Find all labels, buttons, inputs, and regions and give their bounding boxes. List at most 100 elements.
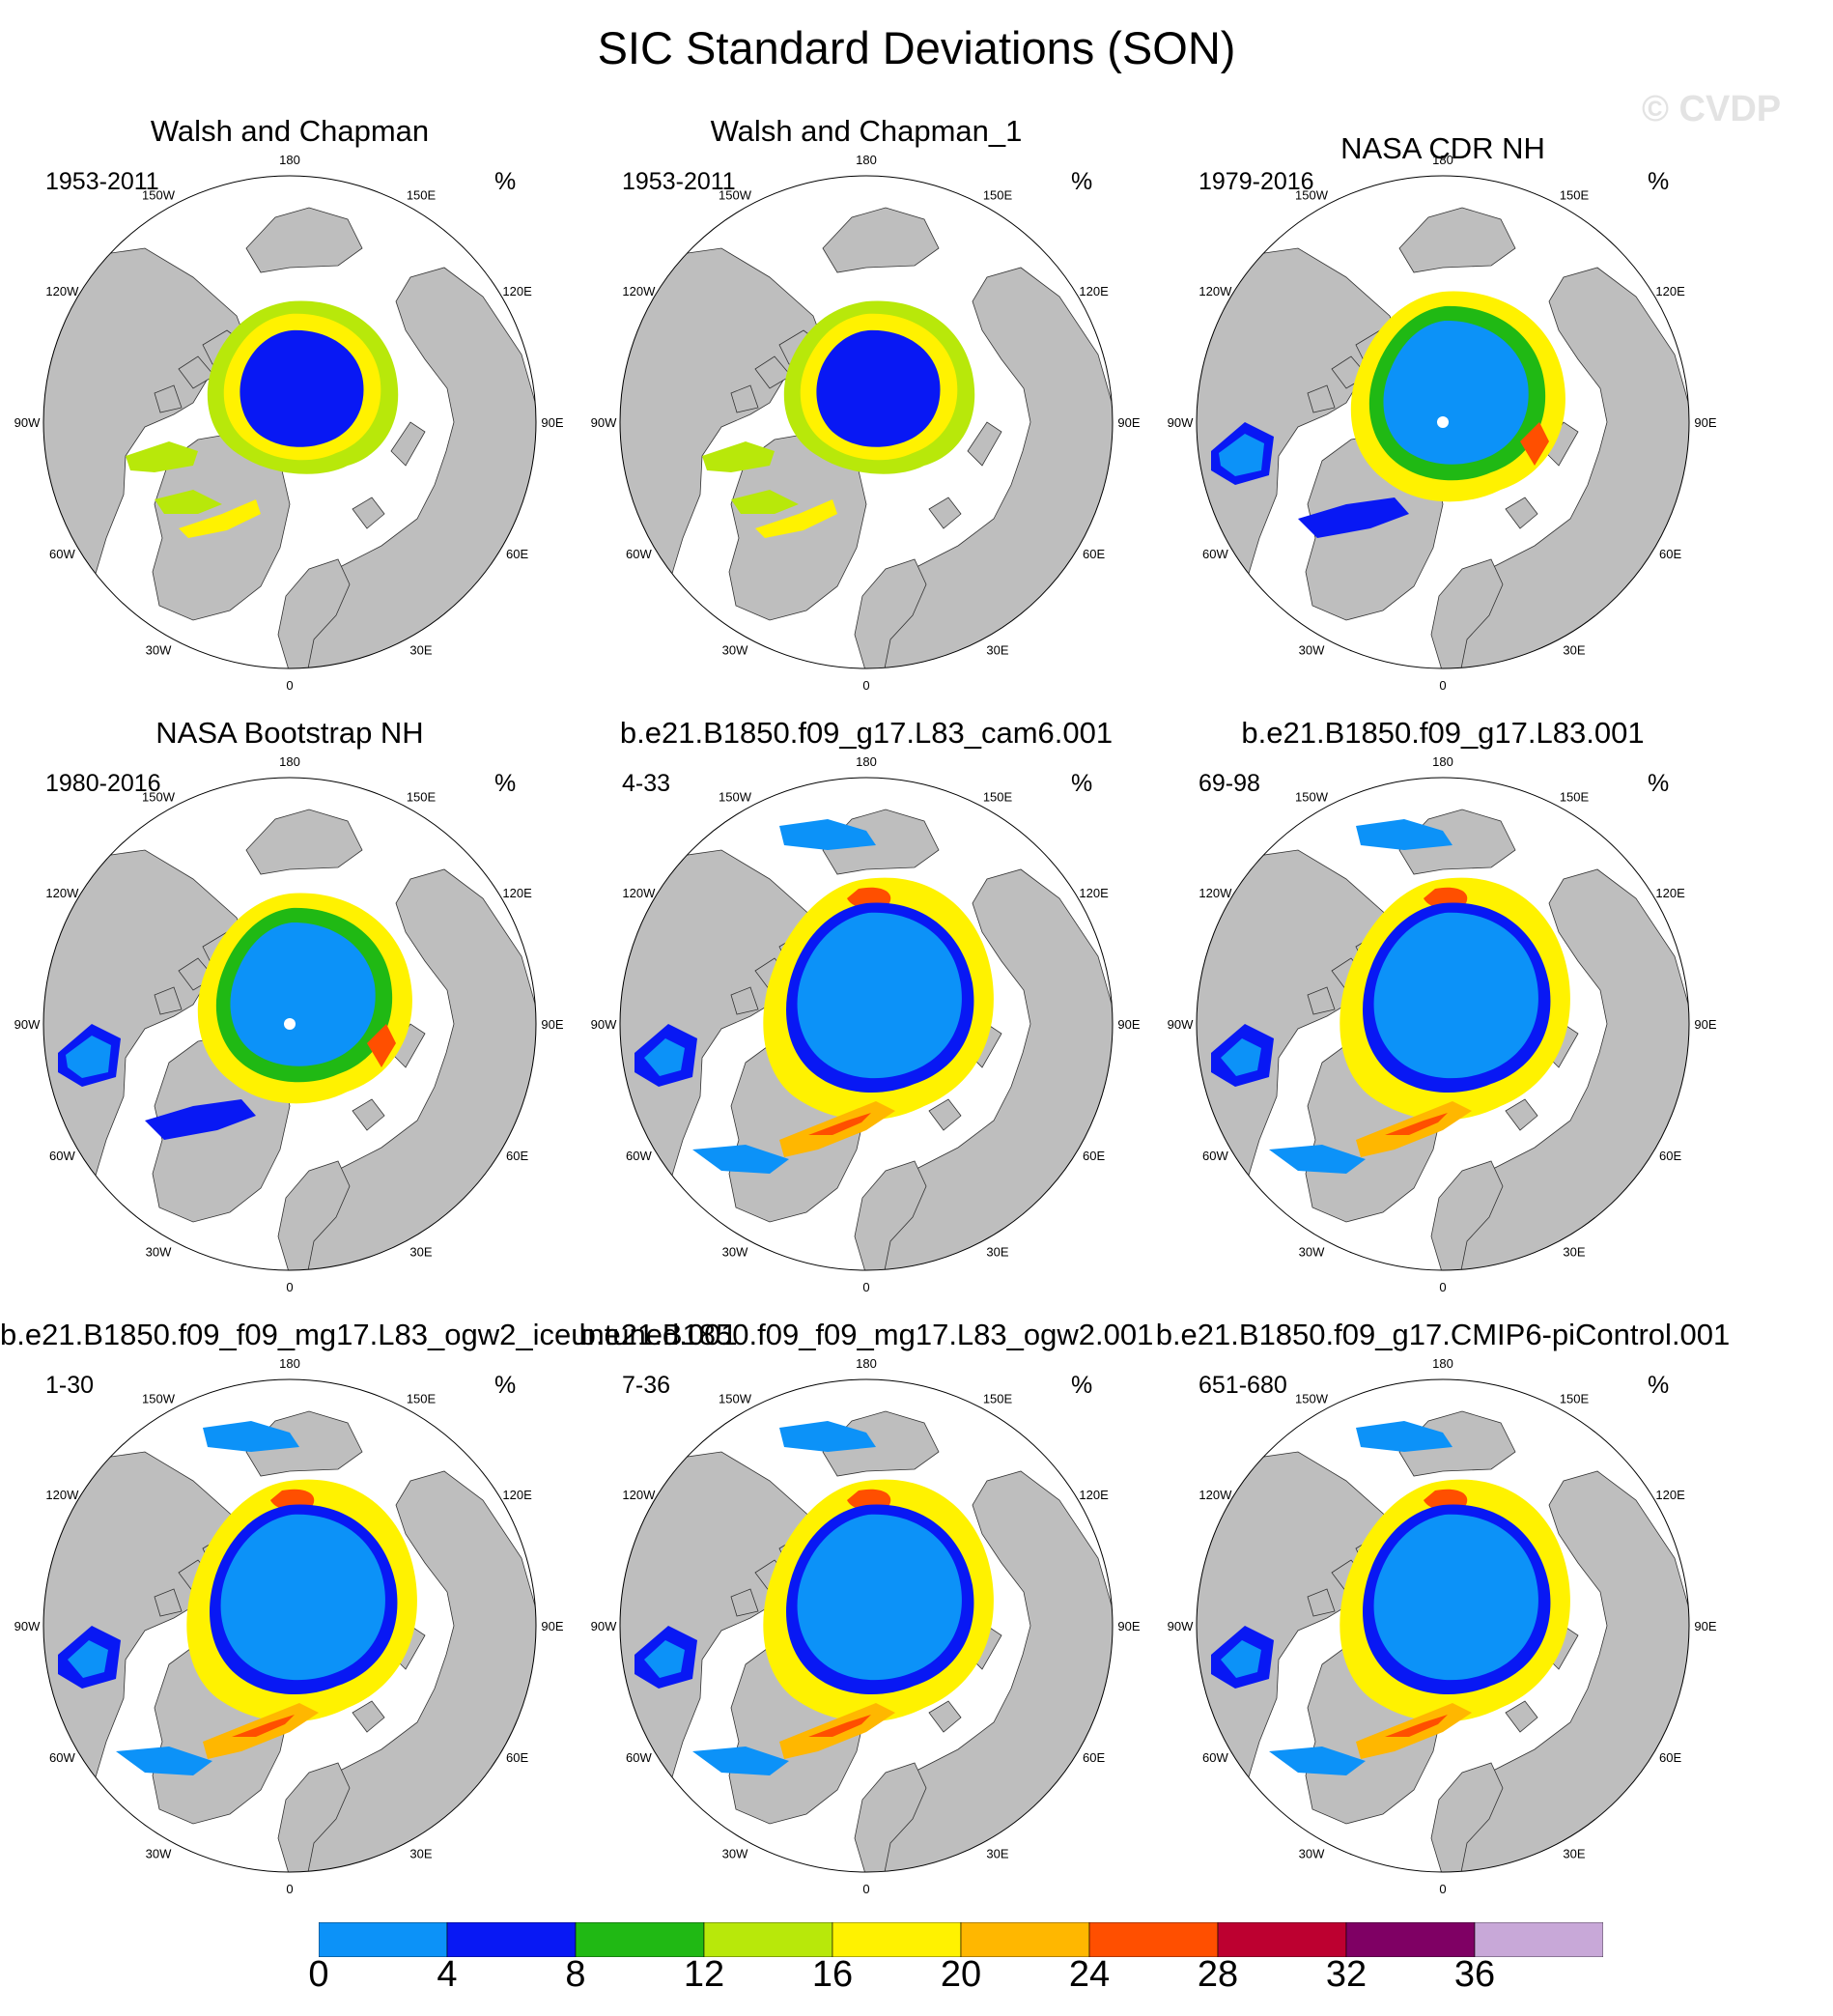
longitude-label: 60W — [1202, 1149, 1228, 1163]
panel-years: 1953-2011 — [45, 168, 159, 195]
longitude-label: 90E — [541, 415, 563, 430]
colorbar-tick-label: 36 — [1453, 1954, 1496, 1995]
longitude-label: 60W — [49, 547, 75, 561]
longitude-label: 150E — [1560, 187, 1590, 202]
panel-units: % — [494, 770, 517, 797]
colorbar-segment — [703, 1921, 833, 1958]
longitude-label: 90W — [14, 1017, 41, 1032]
longitude-label: 150E — [407, 1391, 437, 1406]
longitude-label: 60W — [49, 1750, 75, 1765]
longitude-label: 60W — [1202, 547, 1228, 561]
panel-title: NASA CDR NH — [1340, 131, 1545, 165]
longitude-label: 90W — [591, 1017, 617, 1032]
longitude-label: 90E — [1117, 1017, 1140, 1032]
colorbar-tick-label: 28 — [1197, 1954, 1239, 1995]
longitude-label: 60E — [506, 547, 528, 561]
colorbar-segment — [446, 1921, 577, 1958]
panel-years: 69-98 — [1198, 770, 1260, 797]
panel-years: 1980-2016 — [45, 770, 161, 797]
longitude-label: 120E — [1079, 886, 1109, 900]
longitude-label: 30E — [409, 1245, 432, 1260]
longitude-label: 90E — [541, 1619, 563, 1633]
panel-units: % — [494, 1372, 517, 1399]
colorbar-segment — [832, 1921, 962, 1958]
longitude-label: 120W — [622, 1488, 656, 1502]
longitude-label: 30E — [409, 643, 432, 658]
longitude-label: 30W — [146, 1245, 172, 1260]
colorbar-segment — [960, 1921, 1090, 1958]
polar-map: 180 150E 120E 90E 60E 30E 0 30W 60W 90W 120W 150W — [14, 754, 564, 1294]
longitude-label: 60W — [1202, 1750, 1228, 1765]
polar-map: 180 150E 120E 90E 60E 30E 0 30W 60W 90W 120W 150W — [591, 1356, 1141, 1896]
map-panel: b.e21.B1850.f09_g17.L83.001 69-98% 180 150E… — [1153, 602, 1733, 1294]
longitude-label: 90W — [14, 415, 41, 430]
map-panel: b.e21.B1850.f09_f09_mg17.L83_ogw2.001 7-3… — [577, 1204, 1156, 1896]
colorbar-tick-label: 8 — [565, 1954, 586, 1995]
longitude-label: 120E — [502, 886, 532, 900]
longitude-label: 120W — [1198, 284, 1232, 298]
longitude-label: 150W — [1295, 187, 1329, 202]
panel-years: 1953-2011 — [622, 168, 736, 195]
colorbar-tick-label: 4 — [437, 1954, 458, 1995]
longitude-label: 0 — [286, 1882, 293, 1896]
polar-map: 180 150E 120E 90E 60E 30E 0 30W 60W 90W 120W 150W — [591, 153, 1141, 693]
longitude-label: 120W — [1198, 886, 1232, 900]
colorbar-segment — [1217, 1921, 1347, 1958]
map-panel: b.e21.B1850.f09_g17.CMIP6-piControl.001 6… — [1153, 1204, 1733, 1896]
longitude-label: 120W — [45, 886, 79, 900]
longitude-label: 120W — [1198, 1488, 1232, 1502]
longitude-label: 90E — [541, 1017, 563, 1032]
longitude-label: 30W — [146, 643, 172, 658]
map-panel: Walsh and Chapman 1953-2011% 180 150E 120E 90… — [0, 0, 579, 693]
longitude-label: 120W — [45, 1488, 79, 1502]
colorbar-segment — [1345, 1921, 1476, 1958]
longitude-label: 30W — [722, 1245, 748, 1260]
longitude-label: 120E — [1079, 284, 1109, 298]
longitude-label: 180 — [856, 153, 877, 167]
longitude-label: 60E — [1083, 547, 1105, 561]
polar-map: 180 150E 120E 90E 60E 30E 0 30W 60W 90W 120W 150W — [14, 153, 564, 693]
colorbar-tick-label: 32 — [1325, 1954, 1368, 1995]
longitude-label: 30E — [1563, 643, 1585, 658]
map-panel: NASA Bootstrap NH 1980-2016% 180 150E 120E 90… — [0, 602, 579, 1294]
longitude-label: 30E — [986, 643, 1008, 658]
longitude-label: 0 — [1439, 1882, 1446, 1896]
longitude-label: 180 — [279, 153, 300, 167]
panel-units: % — [1648, 770, 1670, 797]
longitude-label: 90W — [14, 1619, 41, 1633]
longitude-label: 150W — [1295, 1391, 1329, 1406]
colorbar-segment — [1088, 1921, 1219, 1958]
longitude-label: 90W — [591, 415, 617, 430]
longitude-label: 120E — [1079, 1488, 1109, 1502]
longitude-label: 30W — [1299, 1847, 1325, 1861]
longitude-label: 90W — [1168, 415, 1194, 430]
panel-title: b.e21.B1850.f09_g17.L83_cam6.001 — [619, 716, 1114, 750]
colorbar-bar — [318, 1921, 1604, 1958]
longitude-label: 30W — [1299, 1245, 1325, 1260]
panel-title: Walsh and Chapman — [150, 114, 430, 148]
longitude-label: 90W — [1168, 1017, 1194, 1032]
longitude-label: 0 — [1439, 678, 1446, 693]
longitude-label: 180 — [1432, 153, 1453, 167]
colorbar-tick-label: 12 — [683, 1954, 725, 1995]
longitude-label: 90E — [1694, 415, 1716, 430]
figure-title: SIC Standard Deviations (SON) — [597, 22, 1236, 73]
map-panel: Walsh and Chapman_1 1953-2011% 180 150E 120E… — [577, 0, 1156, 693]
longitude-label: 180 — [279, 1356, 300, 1371]
longitude-label: 0 — [286, 1280, 293, 1294]
longitude-label: 30W — [722, 1847, 748, 1861]
longitude-label: 30W — [1299, 643, 1325, 658]
longitude-label: 120E — [502, 284, 532, 298]
longitude-label: 120E — [502, 1488, 532, 1502]
longitude-label: 90E — [1117, 415, 1140, 430]
longitude-label: 120E — [1655, 1488, 1685, 1502]
longitude-label: 60E — [1083, 1750, 1105, 1765]
polar-map: 180 150E 120E 90E 60E 30E 0 30W 60W 90W 120W 150W — [1168, 153, 1717, 693]
map-panel: b.e21.B1850.f09_g17.L83_cam6.001 4-33% 180… — [577, 602, 1156, 1294]
panel-units: % — [1071, 168, 1093, 195]
colorbar-tick-label: 0 — [308, 1954, 329, 1995]
map-panel: b.e21.B1850.f09_f09_mg17.L83_ogw2_iceunt… — [0, 1204, 738, 1896]
longitude-label: 150W — [719, 1391, 752, 1406]
longitude-label: 30E — [409, 1847, 432, 1861]
longitude-label: 90E — [1117, 1619, 1140, 1633]
